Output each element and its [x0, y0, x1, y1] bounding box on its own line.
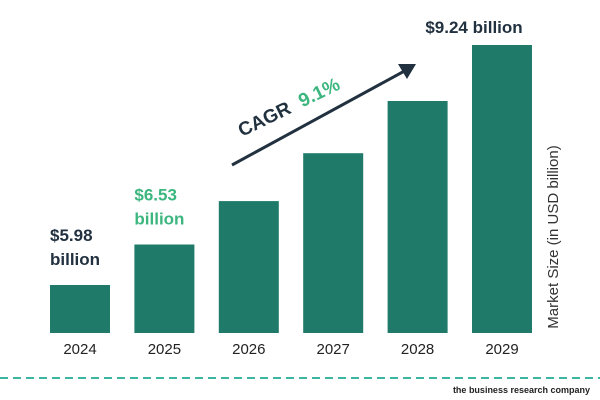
bar-2027 [303, 153, 364, 333]
footer-brand: the business research company [453, 385, 590, 395]
cagr-label: CAGR 9.1% [235, 74, 344, 141]
x-tick-2025: 2025 [148, 341, 181, 358]
value-label-2029: $9.24 billion [425, 18, 522, 37]
bar-2026 [218, 201, 279, 333]
y-axis-label: Market Size (in USD billion) [545, 145, 562, 328]
bar-2029 [472, 45, 532, 333]
cagr-value: 9.1% [295, 74, 343, 112]
value-labels: $5.98 billion $6.53 billion $9.24 billion [50, 18, 523, 269]
x-tick-2029: 2029 [485, 341, 518, 358]
bar-2024 [50, 285, 110, 333]
cagr-arrow-line [231, 66, 411, 167]
value-label-2025-amount: $6.53 [134, 186, 177, 205]
bars-group [50, 45, 532, 333]
value-label-2025-unit: billion [134, 210, 184, 229]
bar-2028 [387, 101, 448, 333]
value-label-2024-unit: billion [50, 250, 100, 269]
cagr-arrow-head [398, 64, 416, 79]
x-tick-2028: 2028 [401, 341, 434, 358]
value-label-2024-amount: $5.98 [50, 226, 93, 245]
x-tick-2024: 2024 [63, 341, 96, 358]
x-tick-2027: 2027 [317, 341, 350, 358]
x-tick-labels: 2024 2025 2026 2027 2028 2029 [63, 341, 518, 358]
bar-2025 [134, 244, 195, 333]
x-tick-2026: 2026 [232, 341, 265, 358]
